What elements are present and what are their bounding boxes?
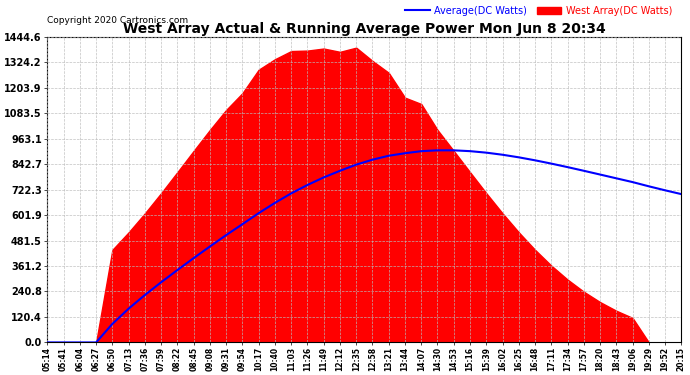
Text: Copyright 2020 Cartronics.com: Copyright 2020 Cartronics.com [48, 16, 188, 25]
Legend: Average(DC Watts), West Array(DC Watts): Average(DC Watts), West Array(DC Watts) [402, 2, 676, 20]
Title: West Array Actual & Running Average Power Mon Jun 8 20:34: West Array Actual & Running Average Powe… [123, 22, 606, 36]
